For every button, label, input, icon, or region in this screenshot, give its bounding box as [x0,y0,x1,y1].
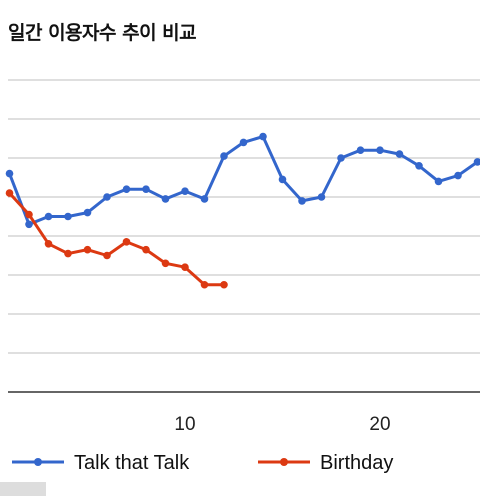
x-tick-label: 10 [174,414,195,435]
data-point [259,132,267,141]
data-point [473,158,480,166]
series-line [8,192,224,287]
data-point [239,138,248,147]
data-point [122,185,131,193]
data-point [5,169,14,178]
legend-marker [34,458,42,466]
legend: Talk that Talk Birthday [12,452,393,474]
gridlines [8,79,480,354]
data-point [376,146,384,154]
legend-marker [280,458,288,466]
data-point [181,187,189,195]
data-point [44,212,53,221]
data-point [356,146,365,154]
data-point [83,245,92,254]
data-point [64,249,72,258]
data-point [200,280,209,289]
legend-label: Birthday [320,452,393,474]
data-point [103,251,111,260]
x-tick-labels: 10 20 [174,414,390,435]
data-point [220,280,228,289]
data-point [161,259,170,268]
data-point [142,245,150,254]
data-point [415,162,423,170]
data-point [103,193,111,201]
data-point [142,185,150,193]
data-point [64,212,72,221]
chart-title: 일간 이용자수 추이 비교 [8,22,197,44]
data-point [5,189,14,197]
data-point [434,177,443,186]
x-tick-label: 20 [369,414,390,435]
series-lines [5,132,480,289]
data-point [44,240,53,248]
data-point [317,193,326,201]
data-point [278,175,287,184]
data-point [337,154,345,162]
data-point [181,263,189,272]
data-point [395,150,404,158]
data-point [298,197,306,205]
scrollbar-corner [0,482,46,496]
data-point [122,238,131,246]
data-point [25,220,33,229]
data-point [220,152,228,160]
data-point [454,171,462,180]
legend-label: Talk that Talk [74,452,190,474]
data-point [200,195,209,203]
data-point [161,195,170,203]
series-line [8,135,479,226]
data-point [83,208,92,217]
data-point [25,210,33,219]
